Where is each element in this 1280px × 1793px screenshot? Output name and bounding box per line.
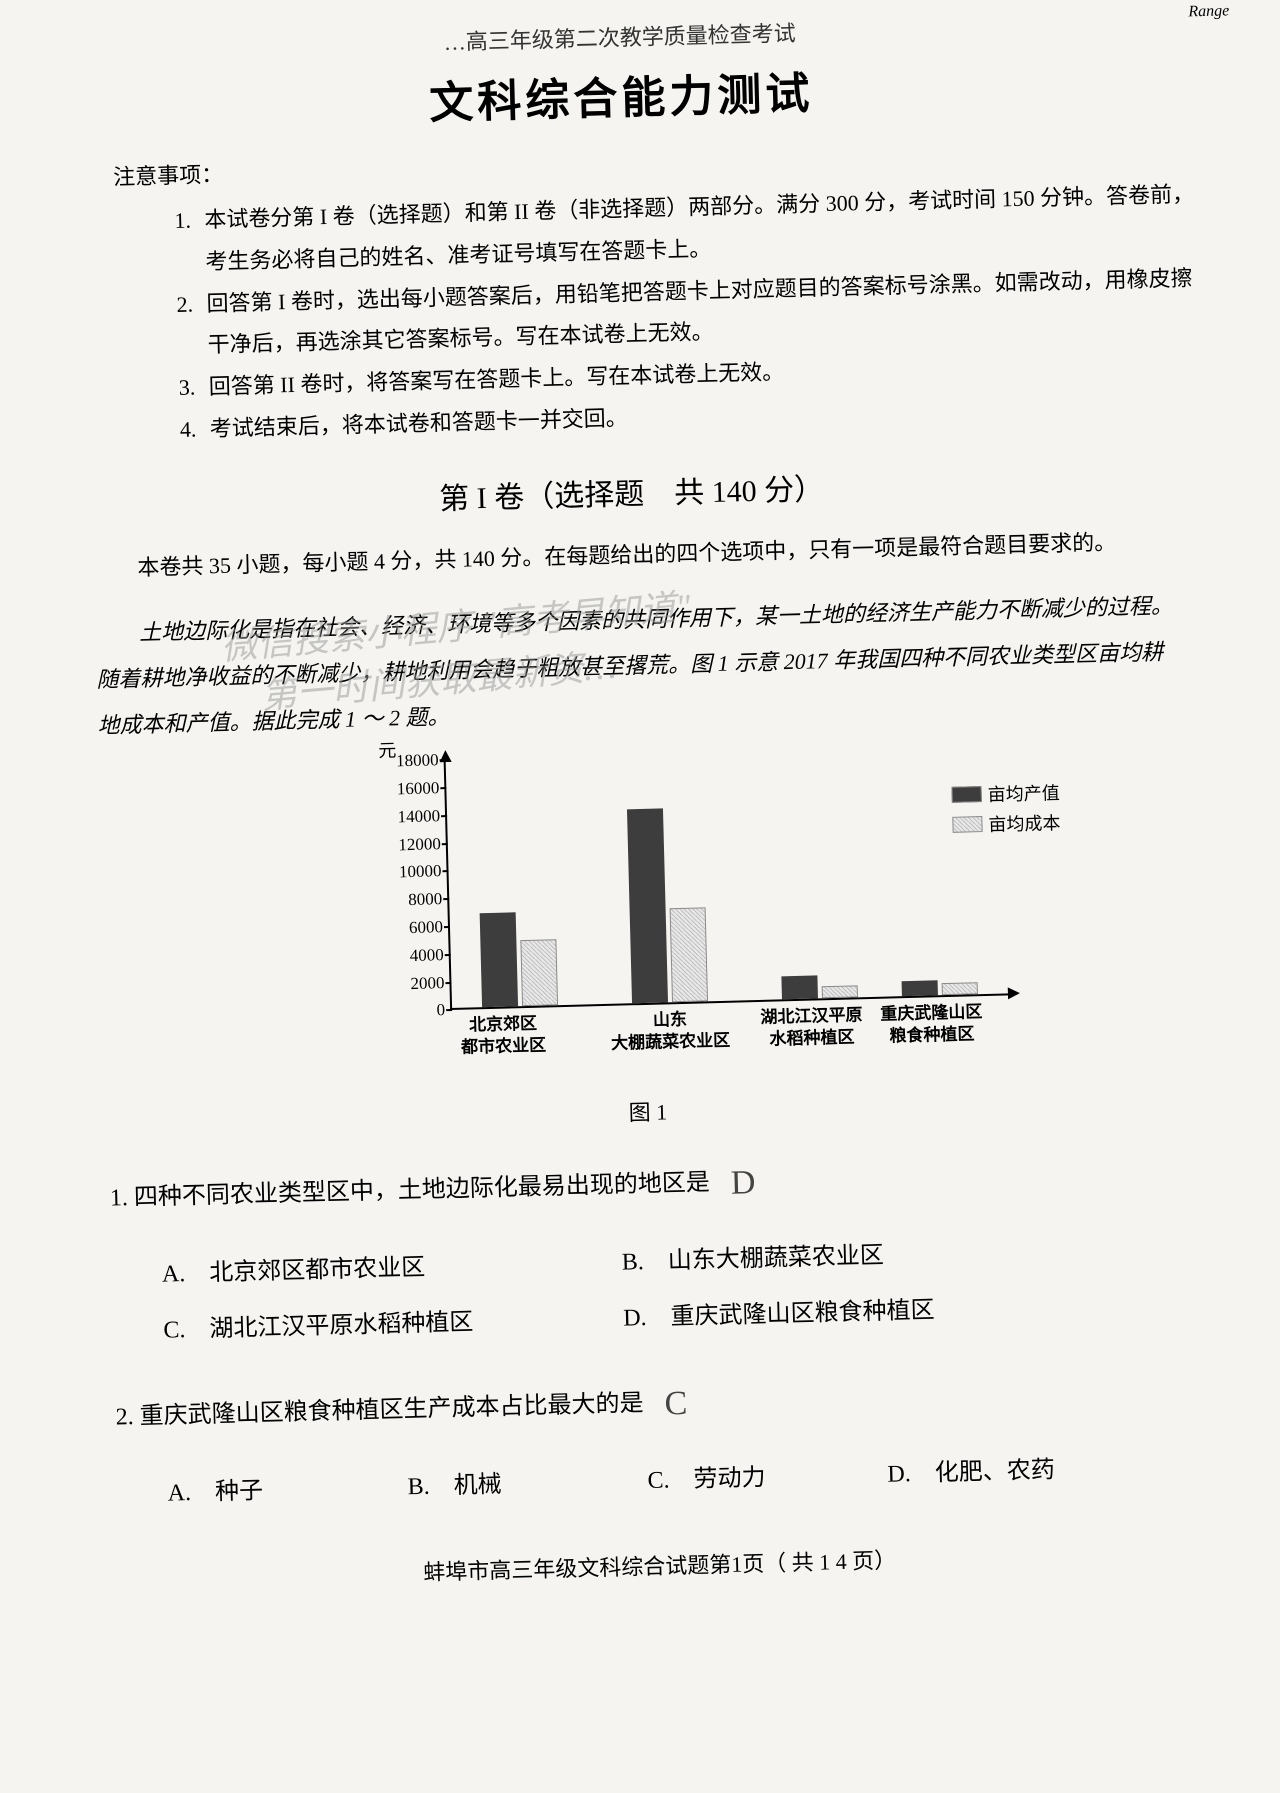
y-tick-label: 2000 — [410, 973, 445, 994]
x-label: 重庆武隆山区粮食种植区 — [880, 1001, 983, 1048]
bar — [822, 985, 858, 998]
questions: 1. 四种不同农业类型区中，土地边际化最易出现的地区是 DA. 北京郊区都市农业… — [79, 1137, 1228, 1523]
question: 2. 重庆武隆山区粮食种植区生产成本占比最大的是 C — [115, 1356, 1196, 1452]
options: A. 种子 B. 机械 C. 劳动力 D. 化肥、农药 — [167, 1439, 1228, 1522]
bar — [627, 808, 668, 1003]
option: C. 劳动力 — [647, 1449, 848, 1509]
option: C. 湖北江汉平原水稻种植区 — [163, 1292, 584, 1358]
y-tick-label: 10000 — [399, 862, 442, 883]
page-top-right: Range — [1188, 2, 1229, 21]
handwritten-answer: D — [730, 1149, 756, 1218]
chart: 元 02000400060008000100001200014000160001… — [279, 746, 1008, 1137]
section-desc: 本卷共 35 小题，每小题 4 分，共 140 分。在每题给出的四个选项中，只有… — [93, 519, 1174, 591]
x-label: 山东大棚蔬菜农业区 — [610, 1008, 730, 1055]
bar — [480, 912, 518, 1007]
section-title: 第 I 卷（选择题 共 140 分） — [61, 454, 1202, 528]
x-label: 北京郊区都市农业区 — [460, 1013, 546, 1059]
option: D. 化肥、农药 — [887, 1442, 1088, 1502]
option: A. 种子 — [167, 1461, 368, 1521]
bar — [520, 939, 558, 1007]
y-tick-label: 14000 — [397, 806, 440, 827]
option: D. 重庆武隆山区粮食种植区 — [623, 1280, 1044, 1346]
y-tick-label: 0 — [436, 1001, 445, 1021]
page-footer: 蚌埠市高三年级文科综合试题第1页（ 共 1 4 页） — [90, 1534, 1230, 1596]
y-tick-label: 18000 — [396, 751, 439, 772]
option: B. 机械 — [407, 1455, 608, 1515]
y-tick-label: 4000 — [409, 945, 444, 966]
chart-plot-area — [444, 746, 1010, 1011]
notice-list: 1.本试卷分第 I 卷（选择题）和第 II 卷（非选择题）两部分。满分 300 … — [174, 173, 1200, 450]
bar — [781, 975, 818, 1000]
legend-item: 亩均产值 — [951, 779, 1060, 808]
y-tick-label: 16000 — [397, 778, 440, 799]
y-tick-label: 8000 — [408, 889, 443, 910]
chart-legend: 亩均产值亩均成本 — [951, 779, 1061, 842]
bar — [902, 980, 938, 996]
y-tick-label: 6000 — [409, 917, 444, 938]
y-tick-label: 12000 — [398, 834, 441, 855]
bar — [670, 907, 708, 1002]
x-label: 湖北江汉平原水稻种植区 — [760, 1005, 863, 1052]
handwritten-answer: C — [664, 1370, 688, 1439]
chart-caption: 图 1 — [288, 1086, 1009, 1137]
chart-y-labels: 0200040006000800010000120001400016000180… — [379, 761, 446, 1012]
legend-item: 亩均成本 — [952, 809, 1061, 838]
chart-y-unit: 元 — [378, 737, 397, 763]
bar — [942, 982, 978, 995]
question: 1. 四种不同农业类型区中，土地边际化最易出现的地区是 D — [109, 1138, 1190, 1234]
options: A. 北京郊区都市农业区B. 山东大棚蔬菜农业区C. 湖北江汉平原水稻种植区D.… — [161, 1220, 1224, 1358]
